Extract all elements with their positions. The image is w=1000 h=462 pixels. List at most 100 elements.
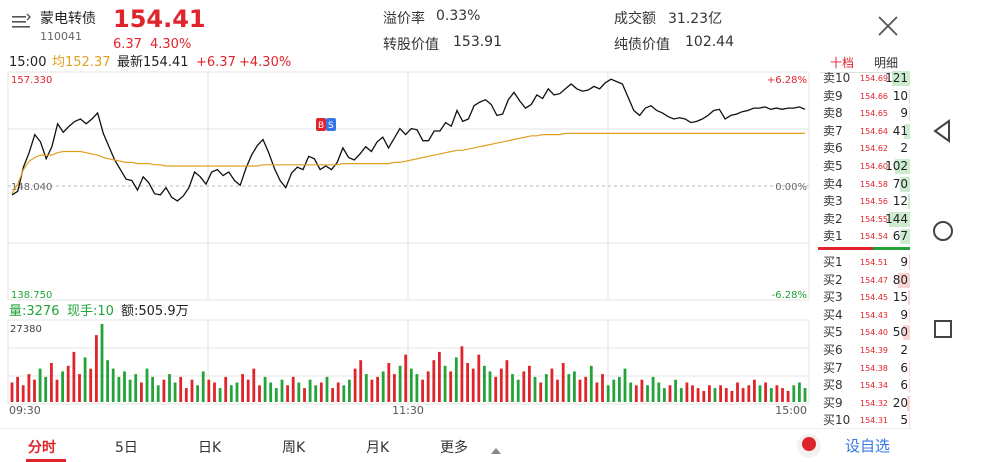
volume-bar [173, 382, 177, 402]
circle-home-icon[interactable] [926, 214, 960, 248]
level-label: 买4 [823, 307, 843, 322]
level-volume: 15 [892, 290, 908, 305]
bs-marker-icon[interactable]: B S [316, 118, 336, 131]
volume-bars [10, 324, 807, 402]
bond-name: 蒙电转债 [40, 11, 96, 27]
buy-level-row[interactable]: 买9 154.32 20 [820, 395, 910, 412]
volume-bar [246, 379, 250, 402]
volume-bar [398, 365, 402, 402]
add-watchlist-button[interactable]: 设自选 [845, 437, 891, 455]
volume-bar [629, 382, 633, 402]
sell-level-row[interactable]: 卖8 154.65 9 [820, 105, 910, 122]
volume-bar [66, 365, 70, 402]
buy-level-row[interactable]: 买6 154.39 2 [820, 342, 910, 359]
tab-intraday-underline [26, 459, 66, 462]
level-volume: 2 [900, 141, 908, 156]
volume-bar [573, 371, 576, 402]
volume-depth-bar [900, 229, 910, 245]
record-dot-icon[interactable] [792, 433, 826, 462]
volume-bar [106, 360, 109, 402]
level-label: 买10 [823, 413, 851, 428]
level-volume: 67 [892, 229, 908, 244]
sell-level-row[interactable]: 卖7 154.64 41 [820, 123, 910, 140]
tab-more[interactable]: 更多 [440, 440, 468, 456]
volume-bar [589, 365, 593, 402]
tab-detail[interactable]: 明细 [873, 56, 898, 70]
sell-level-row[interactable]: 卖5 154.60 102 [820, 158, 910, 175]
volume-bar [319, 382, 323, 402]
volume-bar [550, 368, 554, 402]
intraday-chart[interactable]: 15:00 均152.37 最新154.41 +6.37 +4.30% 157.… [0, 52, 812, 428]
buy-level-row[interactable]: 买5 154.40 50 [820, 324, 910, 341]
buy-level-row[interactable]: 买10 154.31 5 [820, 412, 910, 429]
volume-bar [213, 382, 216, 402]
volume-depth-bar [909, 413, 910, 429]
volume-depth-bar [903, 325, 910, 341]
volume-bar [134, 374, 138, 402]
level-label: 卖4 [823, 176, 843, 191]
axis-mid-pct: 0.00% [775, 182, 807, 193]
level-volume: 102 [885, 159, 908, 173]
buy-level-row[interactable]: 买8 154.34 6 [820, 377, 910, 394]
volume-bar [252, 368, 256, 402]
order-book: 十档 明细 卖10 154.69 121 卖9 154.66 10 卖8 154.65 9 卖7 1… [812, 52, 912, 432]
level-price: 154.47 [860, 275, 888, 285]
volume-bar [207, 379, 211, 402]
time-axis-end: 15:00 [775, 404, 807, 417]
buy-level-row[interactable]: 买1 154.51 9 [820, 254, 910, 271]
level-price: 154.32 [860, 398, 888, 408]
tab-ten-levels[interactable]: 十档 [829, 56, 854, 70]
tab-monthly-k[interactable]: 月K [366, 440, 390, 456]
sell-level-row[interactable]: 卖1 154.54 67 [820, 228, 910, 245]
volume-bar [55, 379, 59, 402]
volume-bar [426, 371, 430, 402]
volume-bar [736, 382, 739, 402]
volume-bar [522, 371, 526, 402]
more-triangle-icon[interactable] [490, 441, 502, 460]
buy-level-row[interactable]: 买2 154.47 80 [820, 272, 910, 289]
volume-bar [33, 379, 36, 402]
level-label: 买5 [823, 325, 843, 340]
tab-5day[interactable]: 5日 [115, 440, 138, 456]
tab-underline [820, 72, 910, 73]
volume-bar [786, 390, 790, 402]
volume-bar [618, 376, 621, 402]
sell-level-row[interactable]: 卖4 154.58 70 [820, 176, 910, 193]
level-label: 买8 [823, 378, 843, 393]
level-volume: 2 [900, 343, 908, 357]
volume-bar [578, 379, 582, 402]
volume-depth-bar [908, 194, 910, 210]
close-icon[interactable] [876, 14, 900, 38]
buy-level-row[interactable]: 买7 154.38 6 [820, 360, 910, 377]
tab-intraday[interactable]: 分时 [28, 440, 56, 456]
volume-bar [27, 374, 31, 402]
volume-bar [314, 385, 318, 402]
triangle-back-icon[interactable] [926, 114, 960, 148]
turnover-value: 31.23亿 [668, 11, 723, 27]
volume-bar [280, 379, 284, 402]
time-axis-mid: 11:30 [392, 404, 424, 417]
sell-level-row[interactable]: 卖3 154.56 12 [820, 193, 910, 210]
buy-level-row[interactable]: 买3 154.45 15 [820, 289, 910, 306]
sell-level-row[interactable]: 卖6 154.62 2 [820, 140, 910, 157]
volume-bar [494, 376, 498, 402]
volume-bar [584, 376, 588, 402]
square-recent-icon[interactable] [926, 312, 960, 346]
buy-level-row[interactable]: 买4 154.43 9 [820, 307, 910, 324]
volume-bar [781, 388, 784, 402]
volume-bar [528, 365, 531, 402]
svg-text:B: B [318, 121, 324, 131]
volume-bar [151, 376, 154, 402]
tab-weekly-k[interactable]: 周K [282, 440, 306, 456]
sell-level-row[interactable]: 卖10 154.69 121 [820, 70, 910, 87]
axis-bottom-pct: -6.28% [772, 290, 807, 301]
level-volume: 9 [900, 106, 908, 121]
volume-bar [190, 379, 194, 402]
sell-level-row[interactable]: 卖2 154.55 144 [820, 211, 910, 228]
menu-icon[interactable] [12, 12, 32, 30]
sell-level-row[interactable]: 卖9 154.66 10 [820, 88, 910, 105]
volume-bar [21, 385, 25, 402]
price-change-pct: 4.30% [150, 37, 192, 52]
level-price: 154.66 [860, 91, 888, 101]
tab-daily-k[interactable]: 日K [198, 440, 222, 456]
